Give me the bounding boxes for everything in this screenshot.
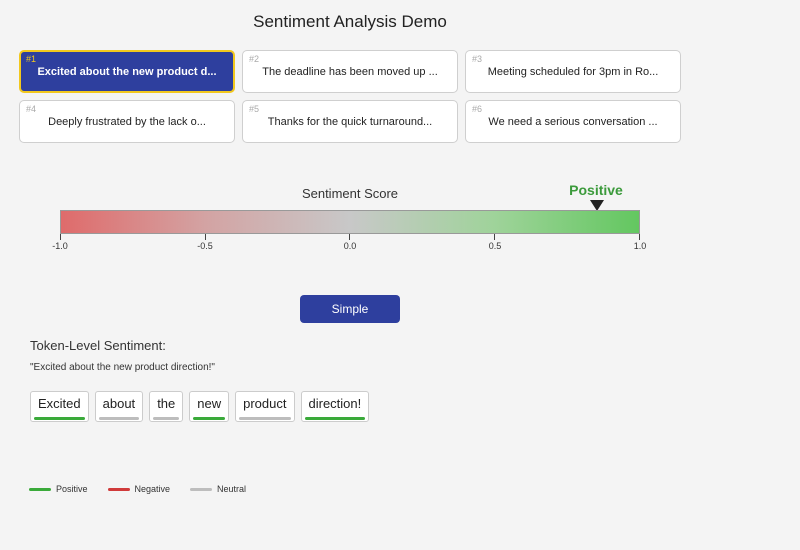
tick-label: -0.5	[197, 241, 213, 251]
tick-mark	[60, 234, 61, 240]
score-marker-icon	[589, 200, 604, 211]
example-cards: #1 Excited about the new product d... #2…	[19, 50, 681, 143]
example-number: #4	[26, 104, 37, 114]
token-sentiment-bar	[304, 417, 366, 420]
tick-label: 1.0	[633, 241, 647, 251]
legend-swatch	[190, 487, 213, 491]
token-list: Excited about the new product direction!	[30, 391, 370, 422]
example-text: Deeply frustrated by the lack o...	[48, 115, 206, 128]
token-text: new	[197, 396, 222, 411]
tick-mark	[349, 234, 350, 240]
legend-item-negative: Negative	[107, 484, 171, 494]
example-text: Meeting scheduled for 3pm in Ro...	[487, 65, 659, 78]
token-sentiment-bar	[153, 417, 180, 420]
tick-mark	[205, 234, 206, 240]
legend-swatch	[29, 487, 51, 491]
legend-item-neutral: Neutral	[190, 484, 246, 494]
tick-mark	[494, 234, 495, 240]
legend-item-positive: Positive	[29, 484, 88, 494]
sentiment-legend: Positive Negative Neutral	[29, 484, 266, 494]
token-text: about	[102, 396, 136, 411]
example-text: The deadline has been moved up ...	[262, 65, 438, 78]
analyzed-sentence: "Excited about the new product direction…	[30, 362, 215, 373]
tick-mark	[639, 234, 640, 240]
token-chip: direction!	[300, 391, 370, 422]
token-text: direction!	[308, 396, 362, 411]
page-title: Sentiment Analysis Demo	[253, 12, 447, 31]
token-sentiment-bar	[34, 417, 85, 420]
legend-label: Negative	[134, 484, 171, 494]
example-text: Thanks for the quick turnaround...	[267, 115, 433, 128]
legend-swatch	[107, 487, 130, 491]
token-chip: about	[94, 391, 144, 422]
token-chip: product	[235, 391, 295, 422]
tick-label: -1.0	[52, 241, 68, 251]
sentiment-gradient-bar	[60, 210, 640, 234]
token-sentiment-bar	[193, 417, 226, 420]
example-text: Excited about the new product d...	[37, 65, 217, 78]
token-text: the	[157, 396, 176, 411]
token-text: Excited	[38, 396, 81, 411]
example-card-6[interactable]: #6 We need a serious conversation ...	[465, 100, 681, 143]
example-card-5[interactable]: #5 Thanks for the quick turnaround...	[242, 100, 458, 143]
simple-mode-button[interactable]: Simple	[300, 295, 400, 323]
tick-label: 0.5	[488, 241, 502, 251]
token-sentiment-bar	[98, 417, 140, 420]
example-number: #1	[26, 54, 37, 64]
token-text: product	[243, 396, 287, 411]
example-card-4[interactable]: #4 Deeply frustrated by the lack o...	[19, 100, 235, 143]
sentiment-result-label: Positive	[569, 182, 623, 198]
example-card-3[interactable]: #3 Meeting scheduled for 3pm in Ro...	[465, 50, 681, 93]
token-sentiment-bar	[239, 417, 291, 420]
example-number: #5	[249, 104, 260, 114]
example-card-1[interactable]: #1 Excited about the new product d...	[19, 50, 235, 93]
example-number: #6	[472, 104, 483, 114]
legend-label: Positive	[56, 484, 88, 494]
example-card-2[interactable]: #2 The deadline has been moved up ...	[242, 50, 458, 93]
token-chip: Excited	[30, 391, 89, 422]
token-section-heading: Token-Level Sentiment:	[30, 338, 166, 353]
token-chip: new	[189, 391, 230, 422]
legend-label: Neutral	[217, 484, 247, 494]
tick-label: 0.0	[343, 241, 357, 251]
example-number: #2	[249, 54, 260, 64]
token-chip: the	[149, 391, 184, 422]
sentiment-score-label: Sentiment Score	[301, 186, 399, 201]
example-text: We need a serious conversation ...	[488, 115, 658, 128]
example-number: #3	[472, 54, 483, 64]
